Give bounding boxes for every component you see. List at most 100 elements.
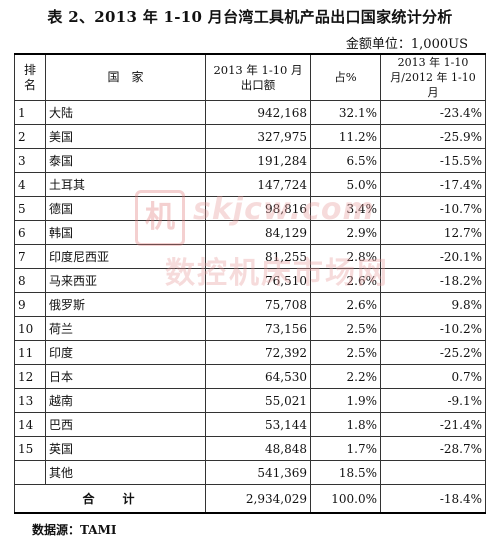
cell-change: -9.1% bbox=[380, 388, 486, 413]
cell-amount: 48,848 bbox=[205, 436, 311, 461]
cell-amount: 98,816 bbox=[205, 196, 311, 221]
cell-change: -28.7% bbox=[380, 436, 486, 461]
cell-rank: 10 bbox=[14, 316, 46, 341]
cell-country: 日本 bbox=[45, 364, 206, 389]
table-row: 9 俄罗斯 75,708 2.6% 9.8% bbox=[14, 292, 486, 317]
cell-rank: 3 bbox=[14, 148, 46, 173]
cell-country: 美国 bbox=[45, 124, 206, 149]
total-amount: 2,934,029 bbox=[205, 484, 311, 514]
cell-rank: 7 bbox=[14, 244, 46, 269]
cell-rank: 8 bbox=[14, 268, 46, 293]
cell-change: -21.4% bbox=[380, 412, 486, 437]
cell-amount: 327,975 bbox=[205, 124, 311, 149]
cell-country: 其他 bbox=[45, 460, 206, 485]
table-row: 12 日本 64,530 2.2% 0.7% bbox=[14, 364, 486, 389]
cell-share: 1.8% bbox=[310, 412, 381, 437]
cell-country: 大陆 bbox=[45, 100, 206, 125]
cell-rank: 12 bbox=[14, 364, 46, 389]
cell-amount: 64,530 bbox=[205, 364, 311, 389]
header-change: 2013 年 1-10 月/2012 年 1-10 月 bbox=[380, 53, 486, 101]
cell-rank: 2 bbox=[14, 124, 46, 149]
table-title: 表 2、2013 年 1-10 月台湾工具机产品出口国家统计分析 bbox=[47, 8, 453, 26]
header-rank-text: 排名 bbox=[24, 62, 37, 92]
cell-share: 1.7% bbox=[310, 436, 381, 461]
table-row: 其他 541,369 18.5% bbox=[14, 460, 486, 485]
cell-amount: 541,369 bbox=[205, 460, 311, 485]
cell-change: -25.9% bbox=[380, 124, 486, 149]
cell-change: -20.1% bbox=[380, 244, 486, 269]
cell-country: 土耳其 bbox=[45, 172, 206, 197]
table-row: 3 泰国 191,284 6.5% -15.5% bbox=[14, 148, 486, 173]
header-rank: 排名 bbox=[14, 53, 46, 101]
cell-country: 巴西 bbox=[45, 412, 206, 437]
cell-share: 18.5% bbox=[310, 460, 381, 485]
header-amount: 2013 年 1-10 月出口额 bbox=[205, 53, 311, 101]
cell-amount: 147,724 bbox=[205, 172, 311, 197]
cell-share: 1.9% bbox=[310, 388, 381, 413]
cell-share: 3.4% bbox=[310, 196, 381, 221]
table-row: 8 马来西亚 76,510 2.6% -18.2% bbox=[14, 268, 486, 293]
cell-country: 英国 bbox=[45, 436, 206, 461]
header-change-text: 2013 年 1-10 月/2012 年 1-10 月 bbox=[390, 56, 476, 99]
cell-share: 2.8% bbox=[310, 244, 381, 269]
cell-rank: 6 bbox=[14, 220, 46, 245]
cell-rank: 1 bbox=[14, 100, 46, 125]
table-row: 13 越南 55,021 1.9% -9.1% bbox=[14, 388, 486, 413]
header-row: 排名 国 家 2013 年 1-10 月出口额 占% 2013 年 1-10 月… bbox=[14, 53, 486, 101]
cell-amount: 75,708 bbox=[205, 292, 311, 317]
cell-change: -23.4% bbox=[380, 100, 486, 125]
cell-country: 印度 bbox=[45, 340, 206, 365]
table-row: 11 印度 72,392 2.5% -25.2% bbox=[14, 340, 486, 365]
cell-rank: 9 bbox=[14, 292, 46, 317]
cell-change: 0.7% bbox=[380, 364, 486, 389]
cell-amount: 942,168 bbox=[205, 100, 311, 125]
table-row: 7 印度尼西亚 81,255 2.8% -20.1% bbox=[14, 244, 486, 269]
cell-country: 泰国 bbox=[45, 148, 206, 173]
cell-rank: 5 bbox=[14, 196, 46, 221]
cell-share: 2.9% bbox=[310, 220, 381, 245]
cell-change: -10.7% bbox=[380, 196, 486, 221]
cell-share: 2.6% bbox=[310, 292, 381, 317]
cell-rank: 14 bbox=[14, 412, 46, 437]
cell-country: 印度尼西亚 bbox=[45, 244, 206, 269]
cell-share: 32.1% bbox=[310, 100, 381, 125]
cell-change: 12.7% bbox=[380, 220, 486, 245]
total-share: 100.0% bbox=[310, 484, 381, 514]
cell-change: -17.4% bbox=[380, 172, 486, 197]
cell-country: 荷兰 bbox=[45, 316, 206, 341]
cell-share: 2.6% bbox=[310, 268, 381, 293]
table-row: 14 巴西 53,144 1.8% -21.4% bbox=[14, 412, 486, 437]
table-row: 6 韩国 84,129 2.9% 12.7% bbox=[14, 220, 486, 245]
cell-change: -25.2% bbox=[380, 340, 486, 365]
cell-rank bbox=[14, 460, 46, 485]
table-body: 1 大陆 942,168 32.1% -23.4% 2 美国 327,975 11.2% -25.… bbox=[14, 100, 486, 485]
cell-country: 韩国 bbox=[45, 220, 206, 245]
unit-note: 金额单位：1,000US bbox=[345, 37, 468, 52]
cell-change bbox=[380, 460, 486, 485]
cell-change: -15.5% bbox=[380, 148, 486, 173]
cell-change: -10.2% bbox=[380, 316, 486, 341]
cell-amount: 84,129 bbox=[205, 220, 311, 245]
header-country: 国 家 bbox=[45, 53, 206, 101]
cell-rank: 15 bbox=[14, 436, 46, 461]
table-row: 1 大陆 942,168 32.1% -23.4% bbox=[14, 100, 486, 125]
cell-change: -18.2% bbox=[380, 268, 486, 293]
cell-amount: 53,144 bbox=[205, 412, 311, 437]
cell-amount: 81,255 bbox=[205, 244, 311, 269]
table-row: 10 荷兰 73,156 2.5% -10.2% bbox=[14, 316, 486, 341]
cell-rank: 11 bbox=[14, 340, 46, 365]
cell-share: 5.0% bbox=[310, 172, 381, 197]
cell-amount: 73,156 bbox=[205, 316, 311, 341]
cell-share: 2.5% bbox=[310, 316, 381, 341]
cell-amount: 72,392 bbox=[205, 340, 311, 365]
cell-amount: 55,021 bbox=[205, 388, 311, 413]
cell-change: 9.8% bbox=[380, 292, 486, 317]
total-label: 合计 bbox=[14, 484, 206, 514]
table-row: 15 英国 48,848 1.7% -28.7% bbox=[14, 436, 486, 461]
header-share: 占% bbox=[310, 53, 381, 101]
cell-country: 马来西亚 bbox=[45, 268, 206, 293]
cell-amount: 76,510 bbox=[205, 268, 311, 293]
cell-country: 俄罗斯 bbox=[45, 292, 206, 317]
cell-amount: 191,284 bbox=[205, 148, 311, 173]
cell-share: 11.2% bbox=[310, 124, 381, 149]
